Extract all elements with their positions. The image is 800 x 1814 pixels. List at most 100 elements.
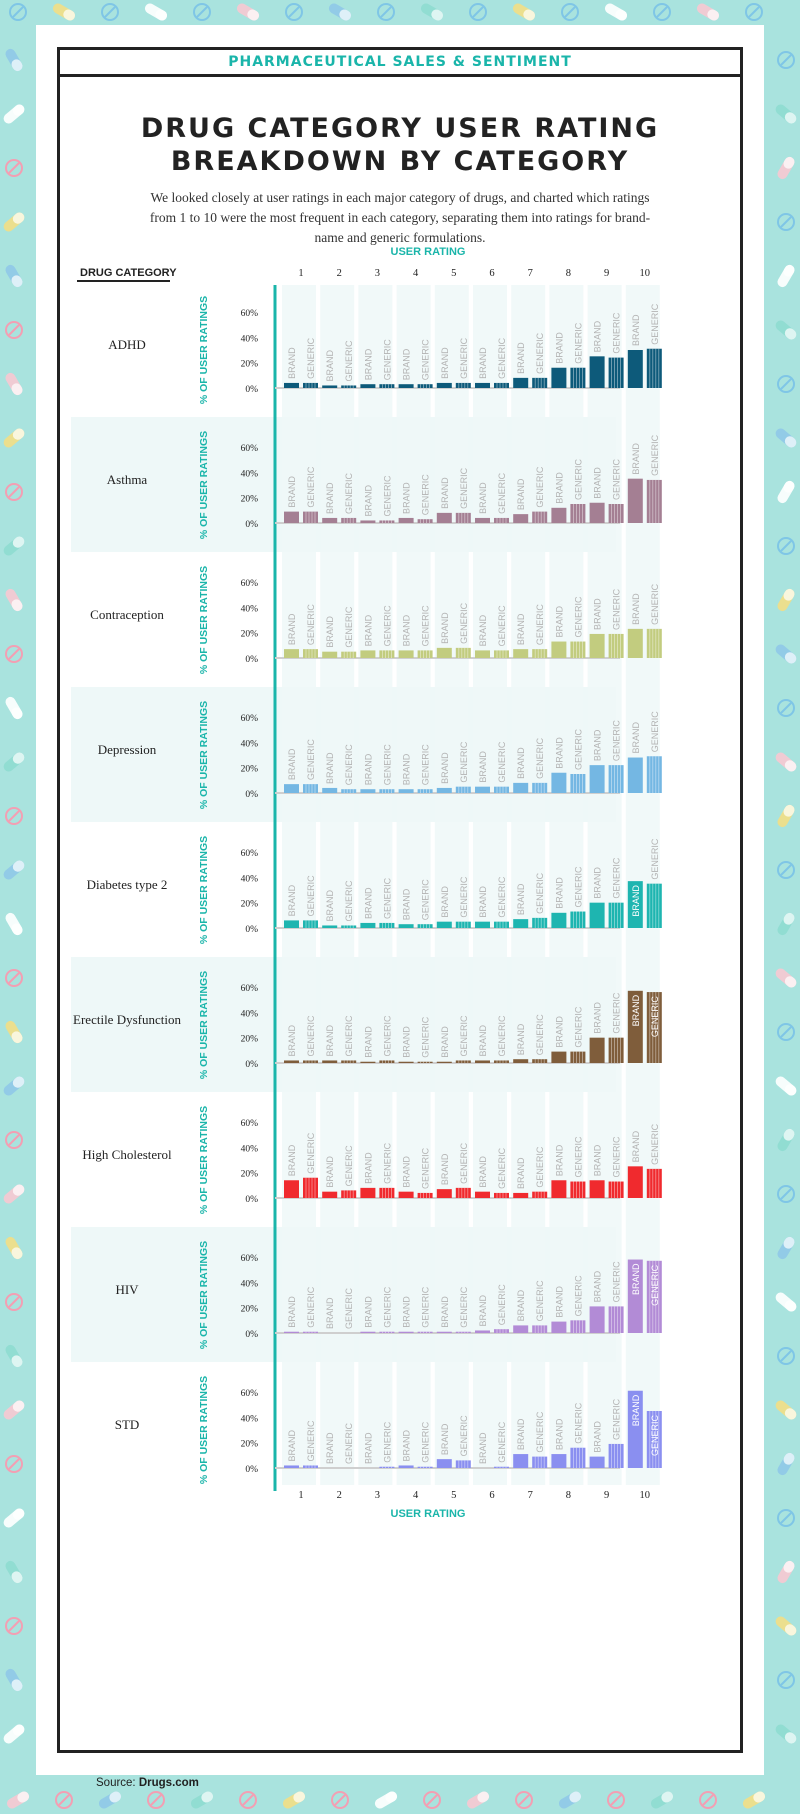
bar-label-brand: BRAND <box>516 613 526 645</box>
drug-category-name: Contraception <box>90 607 164 622</box>
bar-generic <box>532 377 548 388</box>
bar-brand <box>513 1059 529 1063</box>
pill-icon <box>775 1724 797 1744</box>
infographic-frame: PHARMACEUTICAL SALES & SENTIMENT DRUG CA… <box>57 47 743 1753</box>
rating-chart: DRUG CATEGORY USER RATING 1 1 2 2 3 3 4 4 5 5 6 6 7 7 8 8… <box>71 246 662 1520</box>
bar-brand <box>436 512 452 523</box>
bar-generic <box>303 649 318 658</box>
bar-brand <box>589 356 605 388</box>
pill-icon-half <box>784 328 797 340</box>
bar-generic <box>532 511 548 523</box>
bar-brand <box>551 367 567 388</box>
pill-icon-half <box>753 1791 766 1803</box>
bar-label-brand: BRAND <box>631 314 641 346</box>
tablet-icon-line <box>472 6 484 18</box>
bar-label-generic: GENERIC <box>382 339 392 381</box>
pill-icon <box>3 1508 25 1528</box>
y-tick-label: 0% <box>245 1060 258 1070</box>
tablet-icon-line <box>8 486 20 498</box>
pill-icon <box>512 3 536 21</box>
tablet-icon <box>607 1791 625 1809</box>
bar-brand <box>627 757 643 793</box>
pill-icon <box>775 428 797 448</box>
pill-icon <box>3 104 25 124</box>
bar-label-generic: GENERIC <box>459 741 469 783</box>
tablet-icon <box>193 3 211 21</box>
y-tick-label: 40% <box>241 739 259 749</box>
bar-label-brand: BRAND <box>363 484 373 516</box>
bar-generic <box>379 1466 395 1468</box>
bar-label-generic: GENERIC <box>459 1415 469 1457</box>
bar-brand <box>284 1331 299 1333</box>
top-axis-label: USER RATING <box>391 246 466 258</box>
bar-generic <box>303 511 318 523</box>
bar-label-generic: GENERIC <box>421 744 431 786</box>
y-tick-label: 60% <box>241 984 259 994</box>
bar-generic <box>570 1051 586 1063</box>
bar-brand <box>322 787 338 793</box>
bar-label-brand: BRAND <box>440 1296 450 1328</box>
tablet-icon-line <box>518 1794 530 1806</box>
pill-icon-half <box>783 156 795 169</box>
bar-label-generic: GENERIC <box>344 880 354 922</box>
bar-generic <box>341 925 357 928</box>
bar-label-generic: GENERIC <box>421 474 431 516</box>
bar-label-generic: GENERIC <box>573 1136 583 1178</box>
tablet-icon-line <box>748 6 760 18</box>
pill-icon-half <box>783 1128 795 1141</box>
pill-icon <box>5 696 23 720</box>
bar-label-generic: GENERIC <box>459 1286 469 1328</box>
bar-brand <box>589 1306 605 1333</box>
tablet-icon <box>101 3 119 21</box>
tablet-icon <box>331 1791 349 1809</box>
bar-label-brand: BRAND <box>593 1144 603 1176</box>
bar-label-brand: BRAND <box>287 347 297 379</box>
pill-icon <box>777 1128 795 1152</box>
bar-label-generic: GENERIC <box>535 1411 545 1453</box>
tablet-icon-line <box>288 6 300 18</box>
pill-icon-half <box>11 599 23 612</box>
bar-brand <box>627 350 643 388</box>
bar-brand <box>589 1037 605 1063</box>
y-axis-title: % OF USER RATINGS <box>198 1241 210 1349</box>
tablet-icon-line <box>196 6 208 18</box>
bar-label-generic: GENERIC <box>344 1145 354 1187</box>
bar-generic <box>570 504 586 523</box>
drug-category-name: High Cholesterol <box>82 1147 172 1162</box>
bar-label-generic: GENERIC <box>573 1275 583 1317</box>
tablet-icon <box>777 1509 795 1527</box>
bar-brand <box>589 902 605 928</box>
bar-brand <box>436 1331 452 1333</box>
bar-label-generic: GENERIC <box>306 1132 316 1174</box>
bar-brand <box>589 633 605 658</box>
bar-label-generic: GENERIC <box>344 606 354 648</box>
bar-generic <box>608 1306 624 1333</box>
bar-label-generic: GENERIC <box>497 1284 507 1326</box>
tablet-icon-ring <box>5 969 23 987</box>
y-tick-label: 60% <box>241 1119 259 1129</box>
tablet-icon <box>469 3 487 21</box>
bar-generic <box>570 774 586 793</box>
bar-brand <box>284 649 299 658</box>
tablet-icon <box>777 375 795 393</box>
pill-icon-half <box>661 1791 674 1803</box>
tablet-icon-line <box>334 1794 346 1806</box>
bar-label-brand: BRAND <box>325 1432 335 1464</box>
y-tick-label: 60% <box>241 1254 259 1264</box>
tablet-icon-ring <box>653 3 671 21</box>
bar-label-generic: GENERIC <box>421 605 431 647</box>
bar-generic <box>455 1460 471 1468</box>
y-tick-label: 0% <box>245 1330 258 1340</box>
tablet-icon <box>777 1671 795 1689</box>
y-axis-title: % OF USER RATINGS <box>198 701 210 809</box>
pill-icon <box>5 1020 23 1044</box>
tablet-icon-ring <box>699 1791 717 1809</box>
bar-generic <box>494 1060 509 1063</box>
bar-generic <box>417 1061 433 1063</box>
tablet-icon-ring <box>777 213 795 231</box>
bar-label-generic: GENERIC <box>421 339 431 381</box>
bar-label-brand: BRAND <box>631 1263 641 1295</box>
tablet-icon-line <box>8 810 20 822</box>
bar-label-generic: GENERIC <box>497 337 507 379</box>
pill-icon <box>3 428 25 448</box>
